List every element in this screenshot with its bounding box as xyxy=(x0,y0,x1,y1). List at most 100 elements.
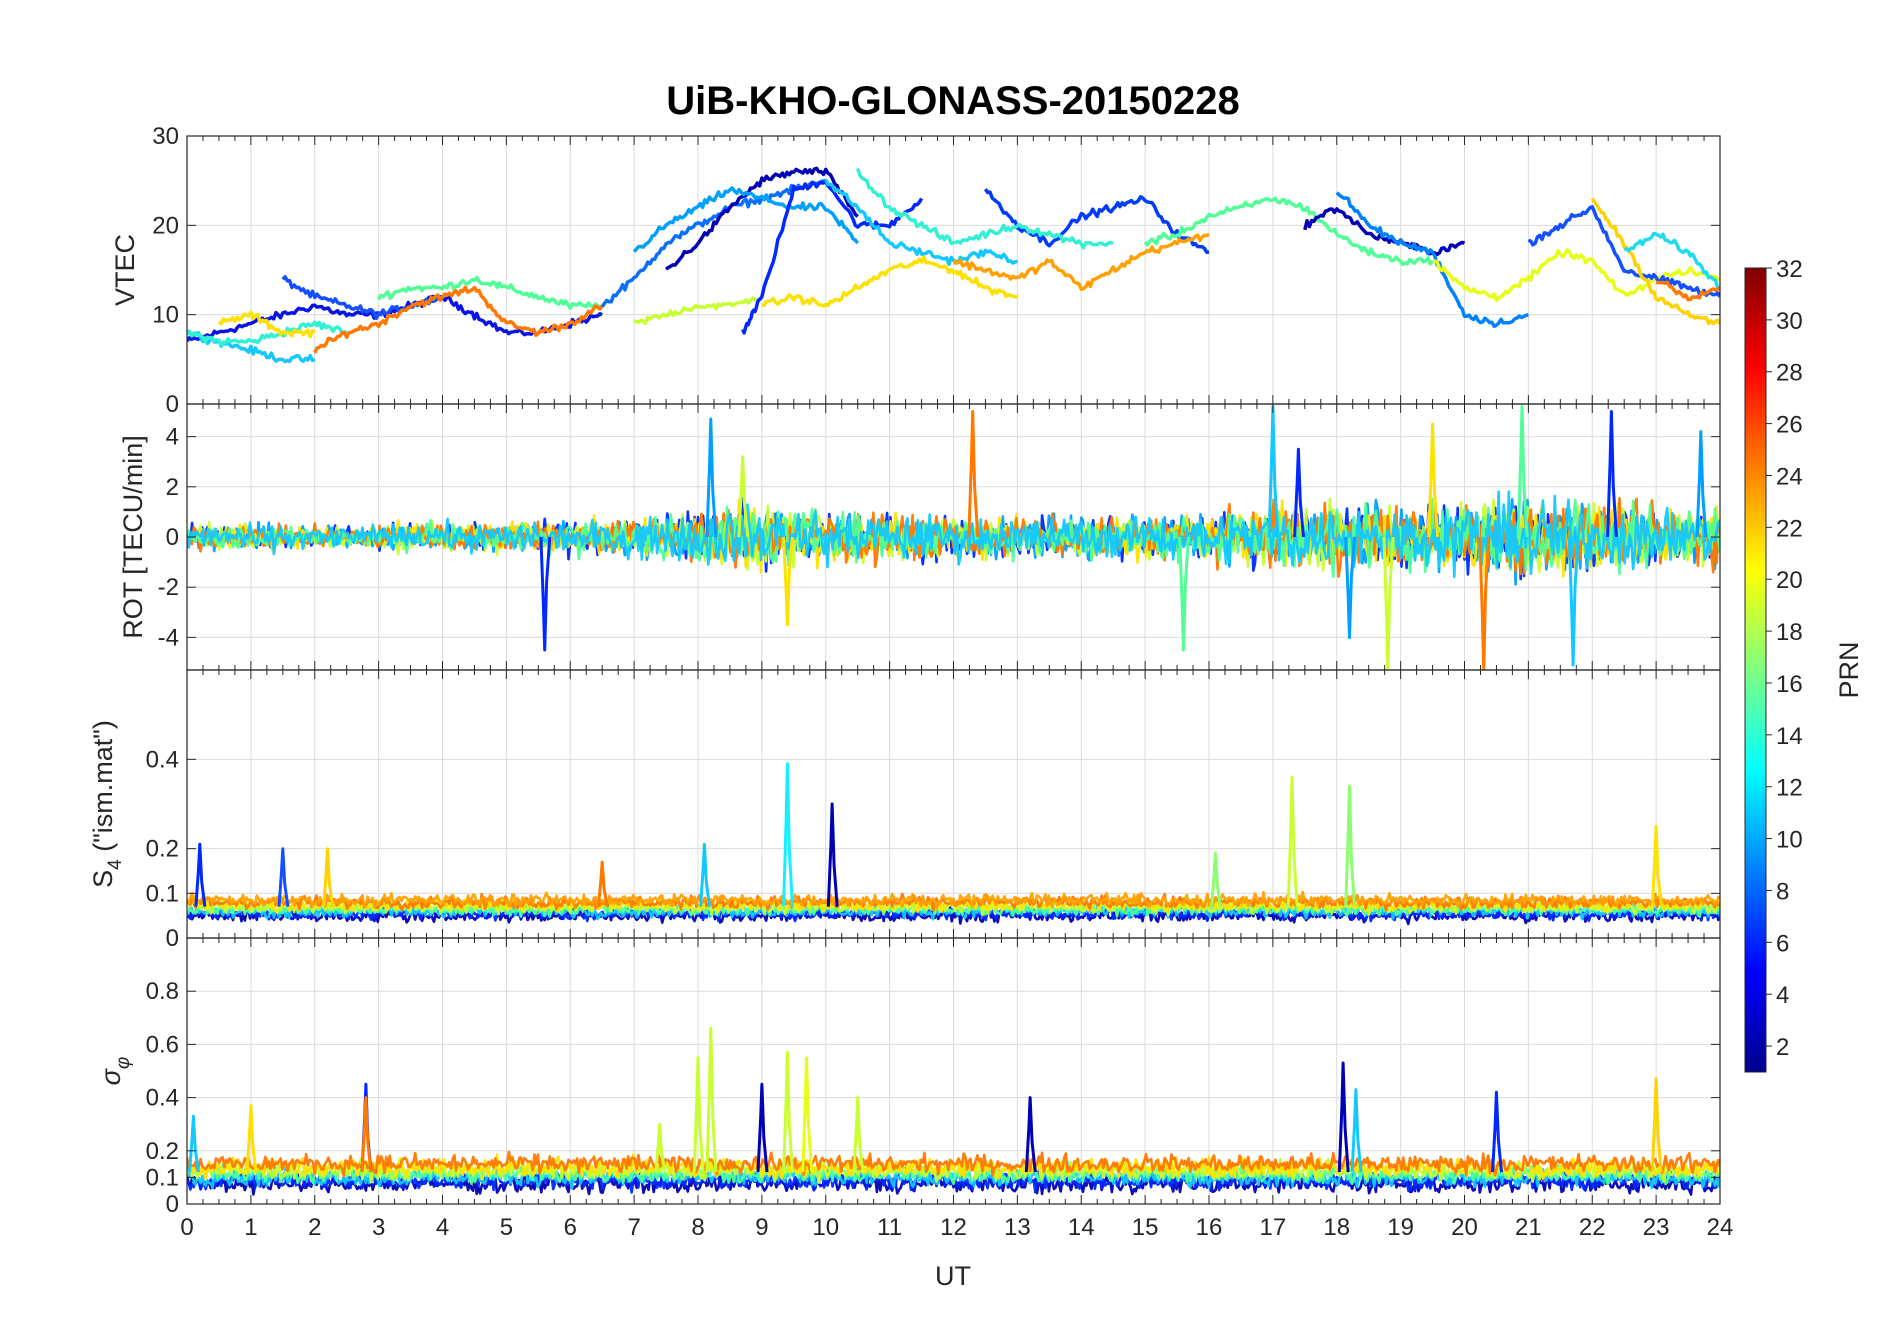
vtec-ytick-label: 20 xyxy=(152,212,179,239)
rot-spike xyxy=(1293,447,1305,538)
vtec-series-line xyxy=(600,178,826,308)
sigma-spike xyxy=(692,1056,705,1173)
x-tick-label: 10 xyxy=(812,1214,839,1241)
sigma-spike xyxy=(705,1026,718,1173)
rot-spike xyxy=(705,417,718,538)
sigma-ticks: 00.10.20.40.60.80 1 2 3 4 5 6 7 8 9 10 11 12 13 14 15 16… xyxy=(146,938,1734,1241)
s4-spike xyxy=(1344,784,1357,907)
vtec-series-line xyxy=(632,186,860,253)
vtec-series-line xyxy=(952,232,1210,291)
vtec-series-line xyxy=(1655,280,1720,302)
rot-spike xyxy=(782,536,794,627)
vtec-ytick-label: 10 xyxy=(152,302,179,329)
sigma-ylabel-main: σ xyxy=(96,1067,126,1085)
sigma-spike xyxy=(1650,1077,1663,1173)
x-tick-label: 3 xyxy=(372,1214,385,1241)
colorbar-tick-label: 6 xyxy=(1776,930,1789,957)
x-tick-label: 8 xyxy=(691,1214,704,1241)
x-axis-label: UT xyxy=(935,1261,971,1291)
rot-spike xyxy=(1478,536,1491,670)
vtec-ylabel: VTEC xyxy=(110,234,140,306)
colorbar: 32 30 28 26 24 22 20 18 16 14 12 10 8 6 4 2 PRN xyxy=(1744,256,1864,1073)
rot-spike xyxy=(1178,536,1191,652)
vtec-series-line xyxy=(1623,231,1720,290)
colorbar-tick-label: 8 xyxy=(1776,878,1789,905)
x-tick-label: 6 xyxy=(564,1214,577,1241)
vtec-series-line xyxy=(377,275,604,311)
vtec-series xyxy=(187,166,1720,364)
colorbar-ticks: 32 30 28 26 24 22 20 18 16 14 12 10 8 6 4 2 xyxy=(1766,256,1803,1061)
vtec-series-line xyxy=(217,310,316,339)
sigma-series-line xyxy=(187,1150,1720,1178)
vtec-ticks: 0 10 20 30 xyxy=(152,123,1721,418)
x-tick-label: 15 xyxy=(1132,1214,1159,1241)
rot-ylabel: ROT [TECU/min] xyxy=(118,435,148,639)
s4-ytick-label: 0.2 xyxy=(146,836,179,863)
vtec-series-line xyxy=(187,320,348,347)
colorbar-tick-label: 4 xyxy=(1776,982,1789,1009)
rot-spike xyxy=(1516,405,1529,538)
rot-spike xyxy=(1567,536,1580,667)
rot-spike xyxy=(967,410,980,538)
rot-spike xyxy=(539,536,552,652)
vtec-series-line xyxy=(741,179,924,335)
x-tick-label: 4 xyxy=(436,1214,449,1241)
sigma-spike xyxy=(1491,1090,1503,1173)
rot-ytick-label: 4 xyxy=(166,424,179,451)
sigma-spike xyxy=(654,1122,667,1173)
s4-spike xyxy=(194,842,207,907)
vtec-series-line xyxy=(633,295,764,326)
colorbar-tick-label: 28 xyxy=(1776,360,1803,387)
x-tick-label: 0 xyxy=(180,1214,193,1241)
s4-spike xyxy=(1650,824,1663,907)
colorbar-tick-label: 22 xyxy=(1776,515,1803,542)
x-tick-label: 17 xyxy=(1260,1214,1287,1241)
sigma-spike xyxy=(801,1056,814,1173)
x-tick-label: 19 xyxy=(1387,1214,1414,1241)
rot-spike xyxy=(737,455,750,538)
colorbar-tick-label: 20 xyxy=(1776,567,1803,594)
x-tick-label: 14 xyxy=(1068,1214,1095,1241)
x-tick-label: 24 xyxy=(1707,1214,1734,1241)
s4-series-line xyxy=(187,890,1720,910)
rot-ytick-label: -4 xyxy=(158,624,179,651)
x-tick-label: 21 xyxy=(1515,1214,1542,1241)
panel-s4: 0 0.1 0.2 0.4 S4 ("ism.mat") xyxy=(88,669,1721,952)
x-tick-label: 13 xyxy=(1004,1214,1031,1241)
colorbar-tick-label: 30 xyxy=(1776,308,1803,335)
s4-spike xyxy=(1286,775,1299,907)
sigma-ytick-label: 0.6 xyxy=(146,1031,179,1058)
sigma-spike xyxy=(245,1104,258,1173)
rot-spike xyxy=(1695,430,1708,538)
s4-spike xyxy=(699,842,711,907)
vtec-series-line xyxy=(1432,248,1720,303)
s4-spike xyxy=(1210,851,1222,907)
rot-series-line xyxy=(187,490,1720,579)
vtec-series-line xyxy=(761,255,1018,308)
s4-spike xyxy=(596,860,609,907)
vtec-series-line xyxy=(1303,207,1466,257)
vtec-series-line xyxy=(1143,196,1434,267)
s4-ylabel-sub: 4 xyxy=(105,859,126,870)
sigma-spike xyxy=(188,1114,200,1173)
s4-ytick-label: 0.4 xyxy=(146,746,179,773)
sigma-axes-frame xyxy=(186,937,1721,1205)
s4-ylabel: S4 ("ism.mat") xyxy=(88,720,126,888)
colorbar-tick-label: 26 xyxy=(1776,412,1803,439)
vtec-series-line xyxy=(824,178,1019,267)
s4-ylabel-main: S xyxy=(88,870,118,888)
x-tick-label: 5 xyxy=(500,1214,513,1241)
x-tick-label: 9 xyxy=(755,1214,768,1241)
x-tick-label: 12 xyxy=(940,1214,967,1241)
colorbar-tick-label: 16 xyxy=(1776,671,1803,698)
s4-ylabel-suffix: ("ism.mat") xyxy=(88,720,118,859)
vtec-series-line xyxy=(983,188,1210,254)
panel-rot: -4 -2 0 2 4 ROT [TECU/min] xyxy=(118,403,1721,671)
rot-ytick-label: -2 xyxy=(158,574,179,601)
s4-ytick-label: 0.1 xyxy=(146,880,179,907)
vtec-series-line xyxy=(1335,191,1529,329)
s4-spike xyxy=(277,847,290,907)
x-tick-label: 22 xyxy=(1579,1214,1606,1241)
sigma-series xyxy=(187,1026,1720,1196)
x-tick-label: 2 xyxy=(308,1214,321,1241)
